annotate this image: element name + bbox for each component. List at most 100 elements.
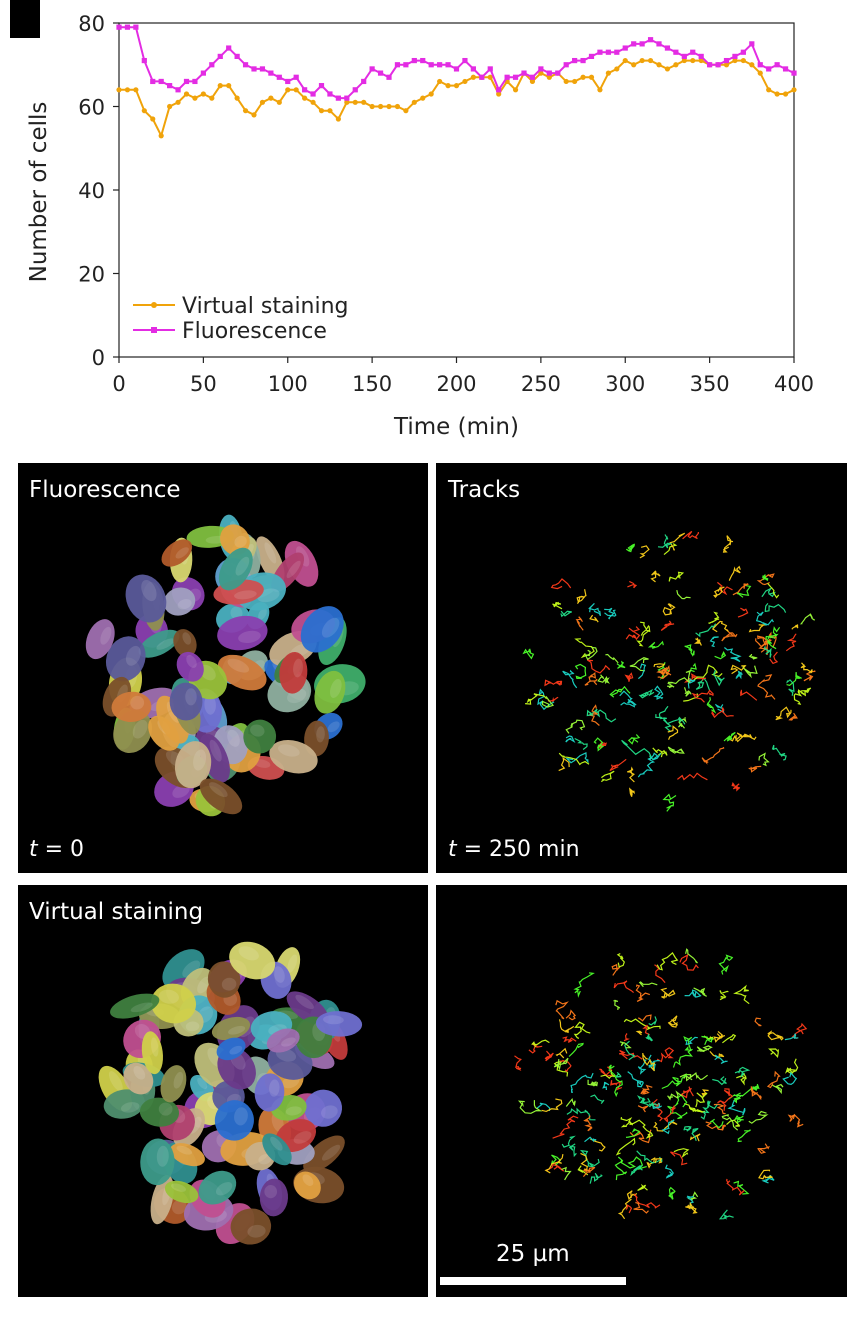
data-point [614, 66, 620, 72]
cell-track [683, 1125, 692, 1132]
cell-blob [217, 654, 267, 691]
cell-track [792, 1113, 804, 1128]
cell-track [713, 1103, 726, 1115]
data-point [782, 66, 789, 72]
cell-track [561, 1166, 572, 1181]
data-point [529, 78, 536, 85]
cell-track [693, 987, 707, 997]
data-point [504, 74, 510, 80]
data-point [268, 70, 274, 76]
fluorescence-tracks [522, 530, 816, 812]
data-point [116, 87, 122, 93]
data-point [251, 66, 257, 72]
cell-track [544, 679, 563, 687]
cell-track [678, 717, 687, 729]
x-tick-label: 0 [112, 372, 125, 396]
data-point [344, 99, 350, 105]
data-point [302, 87, 308, 93]
cell-track [680, 1086, 694, 1099]
cell-track [733, 1115, 744, 1124]
cell-track [772, 626, 781, 640]
scale-bar-label: 25 µm [496, 1241, 570, 1267]
cell-blob [207, 961, 241, 998]
data-point [200, 70, 206, 76]
cell-blob [110, 993, 160, 1019]
cell-blob [103, 1089, 145, 1119]
data-point [386, 74, 392, 80]
cell-track [544, 1050, 554, 1062]
data-point [335, 95, 341, 101]
cell-track [613, 980, 634, 994]
cell-track [629, 657, 649, 672]
data-point [327, 91, 333, 97]
series-line-virtual-staining [119, 59, 795, 139]
cell-track [657, 534, 673, 549]
cell-track [726, 1119, 741, 1127]
cell-track [713, 670, 725, 687]
cell-track [552, 1115, 579, 1139]
cell-track [754, 1017, 762, 1027]
tracks-panel: Tracks t = 250 min [436, 463, 847, 873]
data-point [614, 49, 620, 55]
cell-track [650, 570, 661, 583]
cell-track [651, 1098, 664, 1122]
virtual-staining-label: Virtual staining [29, 899, 204, 925]
cell-track [514, 1055, 522, 1071]
cell-track [718, 954, 734, 975]
cell-blob [315, 1011, 363, 1037]
cell-track [630, 1165, 644, 1177]
cell-track [730, 664, 747, 675]
data-point [183, 91, 190, 97]
cell-track [555, 999, 569, 1020]
data-point [167, 83, 173, 89]
virtual-tracks-panel: 25 µm [436, 885, 847, 1297]
cell-track [636, 629, 650, 647]
data-point [580, 57, 586, 64]
data-point [538, 70, 544, 76]
data-point [605, 49, 611, 55]
cell-track [600, 1070, 616, 1080]
cell-track [619, 1041, 632, 1049]
data-point [141, 57, 147, 64]
data-point [605, 70, 611, 76]
cell-track [614, 1156, 628, 1181]
cell-track [610, 1080, 623, 1091]
cell-track [784, 1058, 799, 1075]
cell-track [582, 1166, 596, 1177]
data-point [656, 62, 662, 68]
data-point [183, 78, 190, 85]
cell-track [662, 793, 677, 812]
cell-track [767, 582, 780, 599]
data-point [647, 57, 654, 64]
data-point [352, 87, 358, 93]
data-point [352, 99, 358, 105]
cell-blob [279, 652, 308, 694]
y-tick-label: 40 [78, 179, 105, 203]
cell-track [734, 1066, 751, 1078]
data-point [318, 108, 325, 114]
cell-track [755, 638, 771, 653]
cell-track [584, 646, 598, 661]
cell-track [797, 687, 812, 697]
data-point [369, 103, 375, 110]
data-point [411, 99, 417, 105]
cell-track [559, 1059, 572, 1073]
cell-track [750, 1086, 762, 1100]
cell-track [668, 571, 685, 582]
data-point [150, 116, 156, 122]
cell-track [589, 1172, 603, 1184]
cell-track [653, 1120, 678, 1132]
cell-track [787, 1114, 796, 1122]
data-point [766, 66, 772, 72]
data-point [175, 87, 181, 93]
cell-track [748, 765, 762, 773]
cell-track [742, 664, 758, 679]
cell-blob [214, 1100, 254, 1141]
data-point [631, 62, 637, 68]
cell-track [667, 725, 679, 740]
legend-label: Fluorescence [182, 319, 327, 344]
cell-track [573, 972, 595, 998]
cell-track [766, 1070, 781, 1089]
data-point [369, 66, 375, 72]
data-point [344, 95, 350, 101]
